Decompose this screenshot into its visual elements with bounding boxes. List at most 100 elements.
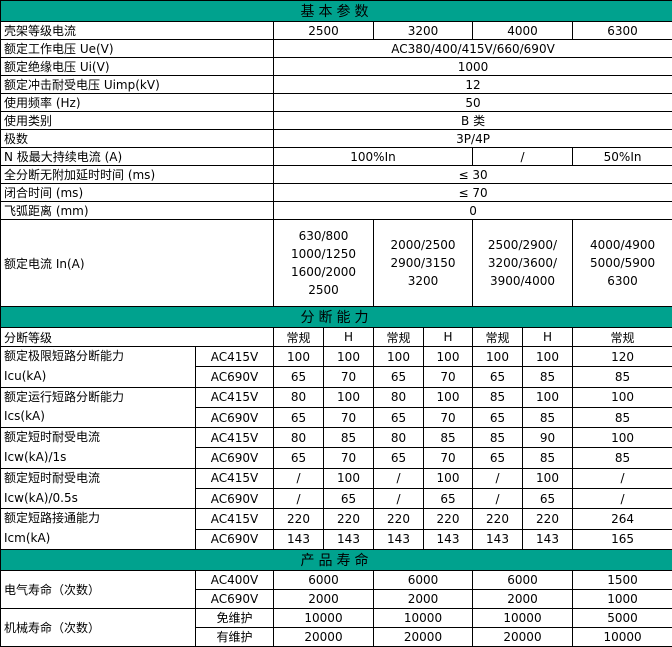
value-cell: 85 <box>523 367 573 387</box>
value-cell: 6000 <box>473 570 573 589</box>
section-row-life: 产品寿命 <box>1 549 672 570</box>
value-cell: 100 <box>324 468 374 488</box>
param-label-icw-05s: 额定短时耐受电流 Icw(kA)/0.5s <box>1 468 196 509</box>
value-cell: 65 <box>523 489 573 509</box>
value-cell: 85 <box>523 407 573 427</box>
value-cell: 165 <box>573 529 672 549</box>
section-title-basic: 基本参数 <box>1 1 672 22</box>
grade-cell: H <box>523 328 573 347</box>
value-cell: 65 <box>473 448 523 468</box>
row-label-rated-current: 额定电流 In(A) <box>1 220 274 307</box>
value-cell: 12 <box>274 76 672 94</box>
condition-label: AC400V <box>196 570 274 589</box>
value-cell: 220 <box>274 509 324 529</box>
value-cell: 100 <box>523 468 573 488</box>
param-label-text: 额定短时耐受电流 <box>4 469 192 489</box>
value-cell: 100 <box>324 347 374 367</box>
table-row-impulse-voltage: 额定冲击耐受电压 Uimp(kV) 12 <box>1 76 672 94</box>
grade-cell: H <box>424 328 473 347</box>
condition-label: 有维护 <box>196 627 274 646</box>
value-cell: 100 <box>424 468 473 488</box>
voltage-label: AC415V <box>196 387 274 407</box>
param-sub-text: Icu(kA) <box>4 367 192 387</box>
value-cell: / <box>374 489 424 509</box>
value-cell: 85 <box>424 428 473 448</box>
rated-current-cell: 2500/2900/ 3200/3600/ 3900/4000 <box>473 220 573 307</box>
table-row-frame-current: 壳架等级电流 2500 3200 4000 6300 <box>1 22 672 40</box>
value-cell: 220 <box>374 509 424 529</box>
value-cell: 1500 <box>573 570 672 589</box>
value-cell: 3P/4P <box>274 130 672 148</box>
condition-label: 免维护 <box>196 608 274 627</box>
value-cell: 65 <box>473 367 523 387</box>
value-cell: / <box>274 489 324 509</box>
value-cell: AC380/400/415V/660/690V <box>274 40 672 58</box>
value-cell: 85 <box>573 367 672 387</box>
row-label: 使用类别 <box>1 112 274 130</box>
grade-cell: 常规 <box>573 328 672 347</box>
table-row-rated-voltage: 额定工作电压 Ue(V) AC380/400/415V/660/690V <box>1 40 672 58</box>
value-cell: 220 <box>324 509 374 529</box>
value-cell: 70 <box>324 407 374 427</box>
voltage-label: AC690V <box>196 448 274 468</box>
param-sub-text: Ics(kA) <box>4 407 192 427</box>
voltage-label: AC415V <box>196 509 274 529</box>
row-label-frame-current: 壳架等级电流 <box>1 22 274 40</box>
frame-value-cell: 4000 <box>473 22 573 40</box>
table-row-break-time: 全分断无附加延时时间 (ms) ≤ 30 <box>1 166 672 184</box>
value-cell: 143 <box>424 529 473 549</box>
value-cell: 100%In <box>274 148 473 166</box>
value-cell: 80 <box>274 428 324 448</box>
value-cell: ≤ 70 <box>274 184 672 202</box>
voltage-label: AC690V <box>196 367 274 387</box>
table-row-closing-time: 闭合时间 (ms) ≤ 70 <box>1 184 672 202</box>
value-cell: 10000 <box>374 608 473 627</box>
grade-cell: 常规 <box>374 328 424 347</box>
table-row-icw1s-415: 额定短时耐受电流 Icw(kA)/1s AC415V 80 85 80 85 8… <box>1 428 672 448</box>
value-cell: 50%In <box>573 148 672 166</box>
value-cell: ≤ 30 <box>274 166 672 184</box>
param-label-ics: 额定运行短路分断能力 Ics(kA) <box>1 387 196 428</box>
table-row-icm-415: 额定短路接通能力 Icm(kA) AC415V 220 220 220 220 … <box>1 509 672 529</box>
row-label: 飞弧距离 (mm) <box>1 202 274 220</box>
value-cell: 100 <box>473 347 523 367</box>
value-cell: / <box>473 468 523 488</box>
rated-current-cell: 4000/4900 5000/5900 6300 <box>573 220 672 307</box>
frame-value-cell: 3200 <box>374 22 473 40</box>
value-cell: 100 <box>523 387 573 407</box>
value-cell: 100 <box>424 387 473 407</box>
value-cell: 85 <box>324 428 374 448</box>
table-row-icu-415: 额定极限短路分断能力 Icu(kA) AC415V 100 100 100 10… <box>1 347 672 367</box>
value-cell: 2000 <box>374 589 473 608</box>
param-sub-text: Icm(kA) <box>4 529 192 549</box>
table-row-utilization-category: 使用类别 B 类 <box>1 112 672 130</box>
voltage-label: AC690V <box>196 489 274 509</box>
value-cell: 65 <box>424 489 473 509</box>
value-cell: 5000 <box>573 608 672 627</box>
value-cell: 10000 <box>573 627 672 646</box>
value-cell: 143 <box>473 529 523 549</box>
row-label: 额定绝缘电压 Ui(V) <box>1 58 274 76</box>
value-cell: 80 <box>374 428 424 448</box>
value-cell: / <box>573 468 672 488</box>
value-cell: 85 <box>573 448 672 468</box>
param-label-text: 额定运行短路分断能力 <box>4 388 192 408</box>
value-cell: 85 <box>523 448 573 468</box>
value-cell: 220 <box>523 509 573 529</box>
table-row-rated-current: 额定电流 In(A) 630/800 1000/1250 1600/2000 2… <box>1 220 672 307</box>
row-label: 闭合时间 (ms) <box>1 184 274 202</box>
value-cell: / <box>374 468 424 488</box>
param-label-icw-1s: 额定短时耐受电流 Icw(kA)/1s <box>1 428 196 469</box>
table-row-breaking-grade: 分断等级 常规 H 常规 H 常规 H 常规 <box>1 328 672 347</box>
value-cell: 220 <box>424 509 473 529</box>
table-row-icw05s-415: 额定短时耐受电流 Icw(kA)/0.5s AC415V / 100 / 100… <box>1 468 672 488</box>
voltage-label: AC415V <box>196 347 274 367</box>
param-label-text: 额定短路接通能力 <box>4 509 192 529</box>
value-cell: 65 <box>274 448 324 468</box>
voltage-label: AC690V <box>196 529 274 549</box>
row-label: 极数 <box>1 130 274 148</box>
table-row-mechanical-life-maintenance-free: 机械寿命（次数） 免维护 10000 10000 10000 5000 <box>1 608 672 627</box>
voltage-label: AC415V <box>196 428 274 448</box>
value-cell: 100 <box>274 347 324 367</box>
